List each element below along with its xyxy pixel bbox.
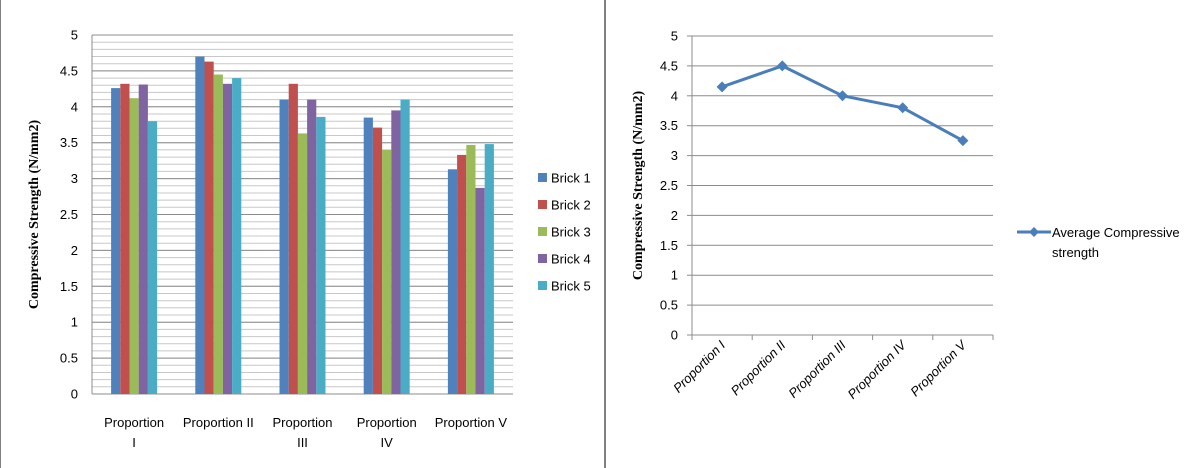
y-tick-label: 2.5 [60,207,78,222]
y-tick-label: 0.5 [660,298,678,313]
legend-label: strength [1052,245,1099,260]
bar-brick-3 [382,149,392,394]
data-point-marker [716,81,728,93]
x-category-label: Proportion II [183,415,254,430]
y-tick-label: 3 [671,148,678,163]
legend-swatch [538,227,547,236]
bar-brick-3 [213,74,223,394]
bar-brick-4 [307,99,317,394]
legend-swatch [538,173,547,182]
x-category-label: I [132,435,136,450]
legend-swatch [538,281,547,290]
y-tick-label: 0.5 [60,351,78,366]
x-category-label: Proportion V [435,415,508,430]
y-tick-label: 0 [671,328,678,343]
data-point-marker [837,90,848,102]
bar-brick-1 [111,88,121,394]
data-point-marker [776,60,788,72]
bar-brick-4 [138,84,148,394]
legend-label: Brick 4 [551,252,591,267]
line-chart-panel: 0 0.5 1 1.5 2 2.5 3 3.5 4 4.5 5 Proportion I Proport… [607,0,1192,468]
legend-swatch [538,200,547,209]
data-point-marker [957,135,969,147]
y-tick-label: 3.5 [60,135,78,150]
y-tick-label: 2.5 [660,178,678,193]
legend-label: Average Compressive [1052,225,1180,240]
bar-brick-3 [297,133,308,394]
legend-label: Brick 3 [551,225,591,240]
x-category-label: Proportion III [785,337,849,401]
y-tick-label: 2 [671,208,678,223]
series-line [721,64,964,143]
bar-brick-2 [204,61,214,394]
bar-brick-1 [363,117,373,394]
bar-brick-5 [400,99,410,394]
x-category-label: Proportion [357,415,417,430]
legend-marker [1029,227,1039,237]
legend-label: Brick 1 [551,171,591,186]
y-tick-label: 1.5 [60,279,78,294]
data-point-marker [897,102,909,114]
y-tick-label: 4.5 [60,63,78,78]
bar-brick-5 [147,121,158,394]
x-category-label: Proportion I [670,337,728,395]
x-category-label: Proportion V [907,337,970,400]
y-tick-label: 4 [671,88,678,103]
bar-brick-5 [232,78,242,394]
bar-brick-4 [475,187,485,394]
bars [111,56,494,395]
bar-brick-4 [391,110,401,395]
bar-brick-1 [447,169,458,394]
x-category-label: Proportion [273,415,333,430]
bar-brick-3 [129,98,139,394]
x-category-label: IV [381,435,394,450]
bar-brick-4 [222,83,233,395]
bar-brick-3 [466,144,476,394]
y-tick-label: 3 [71,171,78,186]
bar-brick-2 [120,83,130,395]
bar-brick-5 [316,116,326,395]
y-axis-title: Compressive Strength (N/mm2) [631,91,646,281]
x-category-label: Proportion [104,415,164,430]
bar-brick-2 [457,154,467,394]
bar-brick-1 [195,56,205,394]
y-tick-label: 4.5 [660,58,678,73]
y-tick-label: 5 [671,29,678,44]
bar-chart: 0 0.5 1 1.5 2 2.5 3 3.5 4 4.5 5 Proportion I Proporti… [27,28,591,451]
bar-brick-5 [484,144,494,394]
x-category-label: Proportion II [728,337,789,398]
legend-label: Brick 2 [551,198,591,213]
y-tick-label: 3.5 [660,118,678,133]
y-tick-label: 0 [71,387,78,402]
y-tick-label: 4 [71,99,78,114]
y-tick-label: 1 [71,315,78,330]
legend-swatch [538,254,547,263]
y-tick-label: 1 [671,268,678,283]
x-category-label: Proportion IV [845,337,910,402]
y-tick-label: 1.5 [660,238,678,253]
bar-brick-1 [279,99,289,394]
bar-brick-2 [372,127,383,394]
x-category-label: III [297,435,308,450]
bar-chart-panel: 0 0.5 1 1.5 2 2.5 3 3.5 4 4.5 5 Proportion I Proporti… [0,0,606,468]
legend-label: Brick 5 [551,279,591,294]
y-tick-label: 5 [71,28,78,43]
bar-brick-2 [288,83,298,395]
y-axis-title: Compressive Strength (N/mm2) [27,120,42,310]
y-tick-label: 2 [71,243,78,258]
